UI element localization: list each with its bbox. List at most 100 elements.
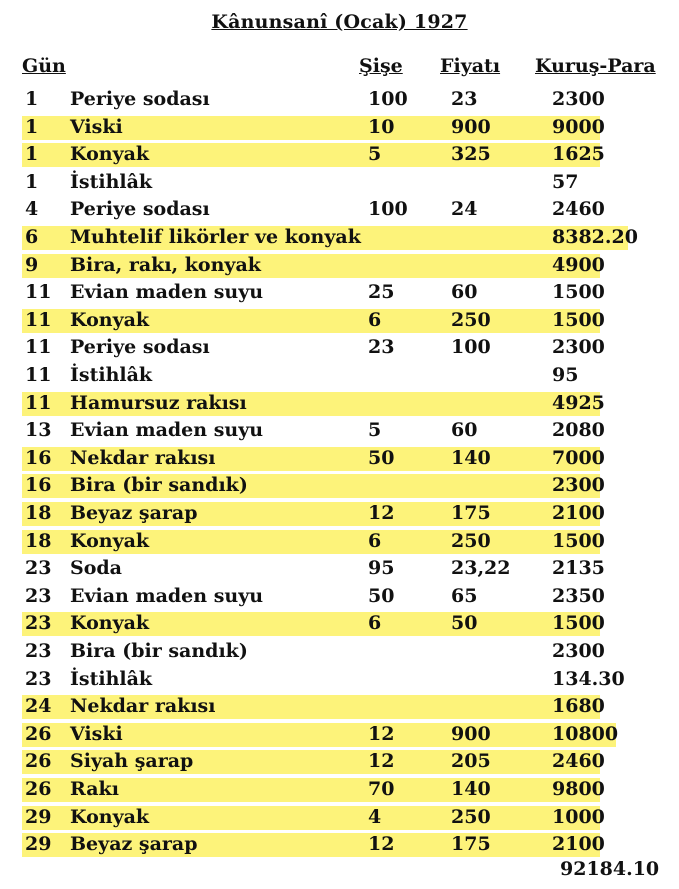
- cell-item: Evian maden suyu: [70, 281, 264, 304]
- cell-sise: 5: [368, 419, 382, 442]
- row-highlight: [22, 226, 628, 250]
- table-row: 11 Periye sodası 23 100 2300: [0, 334, 679, 361]
- cell-kurus: 1500: [552, 308, 605, 331]
- cell-kurus: 9000: [552, 115, 605, 138]
- cell-kurus: 7000: [552, 446, 605, 469]
- table-row: 6 Muhtelif likörler ve konyak 8382.20: [0, 224, 679, 251]
- cell-fiyat: 50: [451, 612, 478, 635]
- cell-fiyat: 175: [451, 502, 491, 524]
- cell-kurus: 2300: [552, 474, 605, 497]
- cell-item: Siyah şarap: [70, 750, 194, 773]
- table-row: 23 Konyak 6 50 1500: [0, 610, 679, 637]
- table-row: 26 Viski 12 900 10800: [0, 721, 679, 748]
- cell-item: Muhtelif likörler ve konyak: [70, 226, 361, 248]
- cell-fiyat: 250: [451, 308, 491, 331]
- cell-gun: 9: [25, 253, 39, 276]
- cell-gun: 1: [25, 115, 39, 138]
- cell-gun: 6: [25, 226, 39, 248]
- table-row: 11 Konyak 6 250 1500: [0, 307, 679, 334]
- cell-gun: 4: [25, 198, 39, 221]
- row-highlight: [22, 750, 600, 775]
- cell-sise: 50: [368, 584, 395, 607]
- cell-fiyat: 175: [451, 833, 491, 856]
- cell-gun: 26: [25, 778, 52, 800]
- row-highlight: [22, 308, 600, 333]
- cell-kurus: 57: [552, 170, 579, 193]
- cell-fiyat: 250: [451, 529, 491, 552]
- cell-sise: 4: [368, 805, 382, 828]
- cell-sise: 10: [368, 115, 395, 138]
- cell-item: Beyaz şarap: [70, 502, 198, 524]
- cell-gun: 23: [25, 667, 52, 690]
- cell-kurus: 2460: [552, 198, 605, 221]
- cell-item: Soda: [70, 557, 122, 580]
- cell-item: Bira (bir sandık): [70, 640, 248, 662]
- table-row: 24 Nekdar rakısı 1680: [0, 693, 679, 720]
- row-highlight: [22, 143, 600, 168]
- row-highlight: [22, 695, 600, 720]
- cell-item: Nekdar rakısı: [70, 695, 216, 718]
- cell-sise: 6: [368, 612, 382, 635]
- table-row: 16 Nekdar rakısı 50 140 7000: [0, 445, 679, 472]
- cell-sise: 100: [368, 198, 408, 221]
- row-highlight: [22, 778, 600, 802]
- cell-kurus: 134.30: [552, 667, 625, 690]
- cell-sise: 6: [368, 308, 382, 331]
- table-row: 1 Periye sodası 100 23 2300: [0, 86, 679, 113]
- cell-sise: 50: [368, 446, 395, 469]
- cell-sise: 12: [368, 722, 395, 745]
- cell-kurus: 1500: [552, 529, 605, 552]
- cell-gun: 13: [25, 419, 52, 442]
- cell-kurus: 10800: [552, 722, 619, 745]
- cell-kurus: 4900: [552, 253, 605, 276]
- table-row: 13 Evian maden suyu 5 60 2080: [0, 417, 679, 444]
- cell-item: Rakı: [70, 778, 119, 800]
- cell-gun: 11: [25, 308, 52, 331]
- cell-kurus: 95: [552, 364, 579, 386]
- cell-kurus: 2350: [552, 584, 605, 607]
- cell-kurus: 1500: [552, 612, 605, 635]
- cell-gun: 26: [25, 750, 52, 773]
- row-highlight: [22, 529, 600, 554]
- row-highlight: [22, 391, 600, 416]
- cell-item: Konyak: [70, 612, 150, 635]
- table-row: 26 Rakı 70 140 9800: [0, 776, 679, 803]
- cell-item: İstihlâk: [70, 364, 153, 386]
- table-row: 16 Bira (bir sandık) 2300: [0, 472, 679, 499]
- cell-item: Viski: [70, 115, 123, 138]
- row-highlight: [22, 446, 600, 471]
- cell-gun: 23: [25, 557, 52, 580]
- cell-kurus: 4925: [552, 391, 605, 414]
- cell-item: Viski: [70, 722, 123, 745]
- table-row: 18 Beyaz şarap 12 175 2100: [0, 500, 679, 527]
- table-row: 23 Evian maden suyu 50 65 2350: [0, 583, 679, 610]
- cell-kurus: 2100: [552, 833, 605, 856]
- cell-kurus: 1680: [552, 695, 605, 718]
- cell-gun: 11: [25, 281, 52, 304]
- table-row: 1 Viski 10 900 9000: [0, 114, 679, 141]
- table-row: 29 Beyaz şarap 12 175 2100: [0, 831, 679, 858]
- cell-sise: 23: [368, 336, 395, 359]
- cell-gun: 18: [25, 529, 52, 552]
- cell-gun: 11: [25, 364, 52, 386]
- cell-item: Konyak: [70, 308, 150, 331]
- cell-kurus: 2460: [552, 750, 605, 773]
- cell-fiyat: 900: [451, 722, 491, 745]
- cell-item: Konyak: [70, 529, 150, 552]
- cell-gun: 16: [25, 446, 52, 469]
- cell-kurus: 2100: [552, 502, 605, 524]
- table-row: 11 Evian maden suyu 25 60 1500: [0, 279, 679, 306]
- cell-gun: 11: [25, 391, 52, 414]
- cell-sise: 12: [368, 750, 395, 773]
- page-title: Kânunsanî (Ocak) 1927: [211, 11, 468, 33]
- table-row: 4 Periye sodası 100 24 2460: [0, 196, 679, 223]
- cell-item: Hamursuz rakısı: [70, 391, 247, 414]
- cell-gun: 23: [25, 640, 52, 662]
- cell-fiyat: 100: [451, 336, 491, 359]
- cell-sise: 100: [368, 88, 408, 110]
- cell-item: Konyak: [70, 805, 150, 828]
- cell-fiyat: 23,22: [451, 557, 511, 580]
- header-kurus-para: Kuruş-Para: [535, 55, 656, 77]
- cell-item: Periye sodası: [70, 88, 210, 110]
- cell-item: Beyaz şarap: [70, 833, 198, 856]
